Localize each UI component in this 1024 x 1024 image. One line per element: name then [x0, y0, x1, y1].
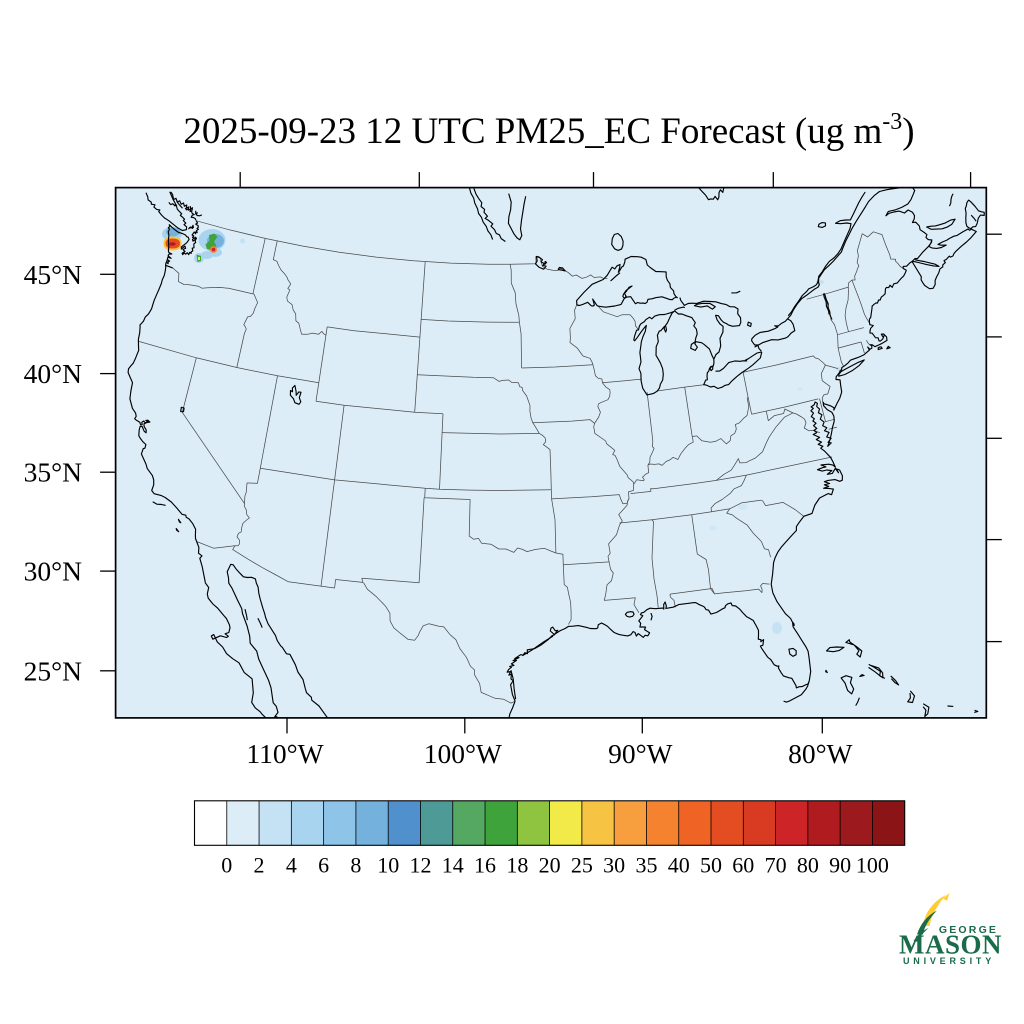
- svg-text:8: 8: [350, 853, 361, 878]
- svg-text:14: 14: [442, 853, 464, 878]
- svg-text:80: 80: [797, 853, 819, 878]
- svg-text:45°N: 45°N: [24, 259, 82, 290]
- svg-text:12: 12: [409, 853, 431, 878]
- svg-text:2025-09-23 12 UTC PM25_EC Fore: 2025-09-23 12 UTC PM25_EC Forecast (ug m…: [183, 109, 914, 152]
- svg-text:GEORGE: GEORGE: [939, 924, 998, 936]
- svg-text:25°N: 25°N: [24, 655, 82, 686]
- svg-text:16: 16: [474, 853, 496, 878]
- svg-text:100°W: 100°W: [424, 738, 502, 769]
- svg-text:35°N: 35°N: [24, 457, 82, 488]
- svg-text:90°W: 90°W: [608, 738, 672, 769]
- svg-text:0: 0: [221, 853, 232, 878]
- svg-text:10: 10: [377, 853, 399, 878]
- svg-text:60: 60: [732, 853, 754, 878]
- svg-text:70: 70: [765, 853, 787, 878]
- svg-text:25: 25: [571, 853, 593, 878]
- svg-text:30: 30: [603, 853, 625, 878]
- svg-text:UNIVERSITY: UNIVERSITY: [903, 956, 995, 966]
- svg-text:35: 35: [635, 853, 657, 878]
- svg-text:4: 4: [286, 853, 297, 878]
- svg-text:110°W: 110°W: [246, 738, 323, 769]
- svg-text:40°N: 40°N: [24, 358, 82, 389]
- svg-text:18: 18: [506, 853, 528, 878]
- svg-text:20: 20: [539, 853, 561, 878]
- svg-text:90: 90: [829, 853, 851, 878]
- svg-text:80°W: 80°W: [788, 738, 852, 769]
- svg-text:100: 100: [856, 853, 889, 878]
- svg-text:6: 6: [318, 853, 329, 878]
- svg-text:40: 40: [668, 853, 690, 878]
- svg-text:50: 50: [700, 853, 722, 878]
- svg-text:2: 2: [254, 853, 265, 878]
- svg-text:30°N: 30°N: [24, 556, 82, 587]
- svg-text:MASON: MASON: [899, 930, 1002, 960]
